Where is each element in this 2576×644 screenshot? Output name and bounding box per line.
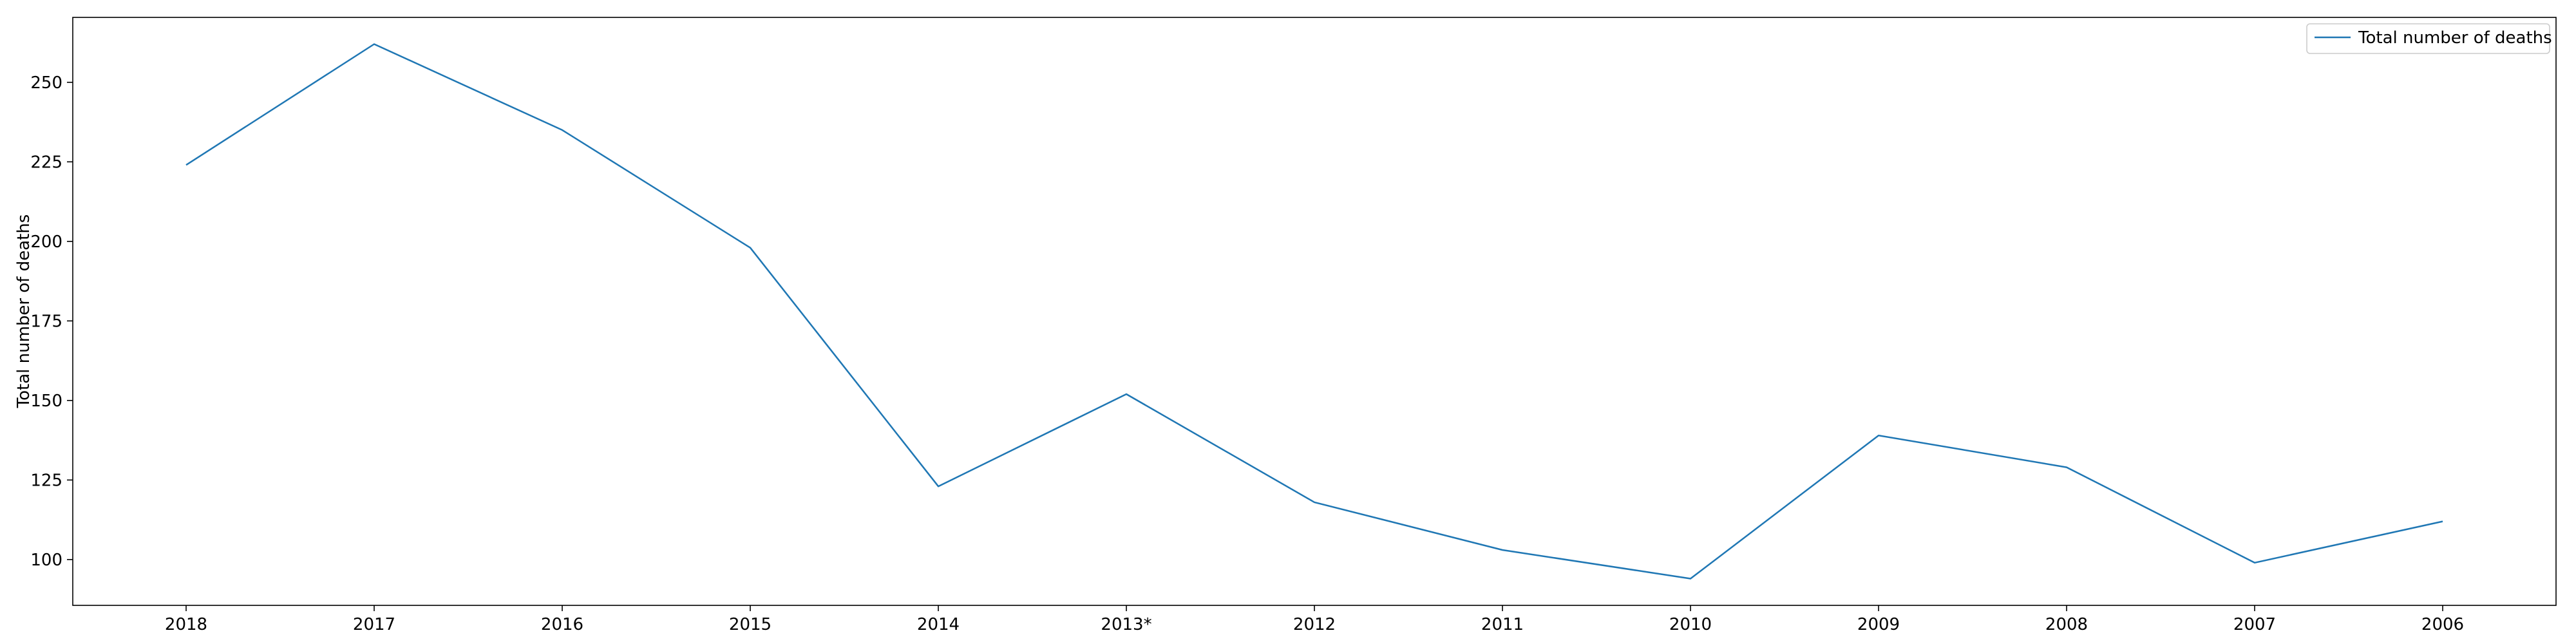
x-tick-label-3: 2015	[729, 615, 772, 634]
y-tick-label-0: 100	[30, 551, 62, 570]
y-tick-label-5: 225	[30, 153, 62, 172]
data-point-0-12[interactable]	[2439, 518, 2447, 526]
x-tick-label-5: 2013*	[1101, 615, 1151, 634]
y-axis-label: Total number of deaths	[14, 214, 33, 409]
x-tick-label-9: 2009	[1857, 615, 1900, 634]
y-tick-label-2: 150	[30, 392, 62, 411]
series-layer	[182, 41, 2447, 583]
x-tick-label-11: 2007	[2233, 615, 2276, 634]
data-point-0-0[interactable]	[182, 161, 190, 169]
y-tick-label-6: 250	[30, 73, 62, 93]
data-point-0-9[interactable]	[1875, 431, 1882, 439]
x-tick-label-2: 2016	[541, 615, 583, 634]
x-axis: 2018 2017 2016 2015 2014 2013* 2012 2011 2010 200…	[165, 605, 2464, 634]
x-tick-label-10: 2008	[2045, 615, 2088, 634]
legend-label-total-number-of-deaths: Total number of deaths	[2358, 28, 2552, 48]
data-point-0-5[interactable]	[1122, 390, 1130, 398]
data-point-0-11[interactable]	[2251, 559, 2259, 567]
plot-frame	[72, 17, 2557, 606]
legend-box	[2306, 23, 2550, 54]
data-point-0-8[interactable]	[1687, 575, 1694, 583]
x-tick-label-8: 2010	[1669, 615, 1712, 634]
y-tick-label-4: 200	[30, 232, 62, 252]
data-point-0-4[interactable]	[934, 482, 942, 490]
data-point-0-7[interactable]	[1499, 546, 1506, 554]
y-axis: 100 125 150 175 200 225 250	[30, 73, 73, 570]
data-point-0-1[interactable]	[370, 41, 378, 48]
x-tick-label-4: 2014	[917, 615, 960, 634]
y-tick-label-3: 175	[30, 312, 62, 331]
x-tick-label-12: 2006	[2421, 615, 2464, 634]
y-tick-label-1: 125	[30, 471, 62, 490]
data-point-0-6[interactable]	[1311, 498, 1318, 506]
x-tick-label-7: 2011	[1481, 615, 1524, 634]
x-tick-label-6: 2012	[1293, 615, 1336, 634]
data-point-0-3[interactable]	[746, 244, 754, 252]
series-line-0	[185, 43, 2443, 580]
x-tick-label-1: 2017	[353, 615, 395, 634]
legend[interactable]: Total number of deaths	[2306, 23, 2552, 54]
data-point-0-10[interactable]	[2063, 464, 2070, 471]
x-tick-label-0: 2018	[165, 615, 207, 634]
plot-area	[73, 17, 2556, 605]
data-point-0-2[interactable]	[558, 126, 566, 134]
